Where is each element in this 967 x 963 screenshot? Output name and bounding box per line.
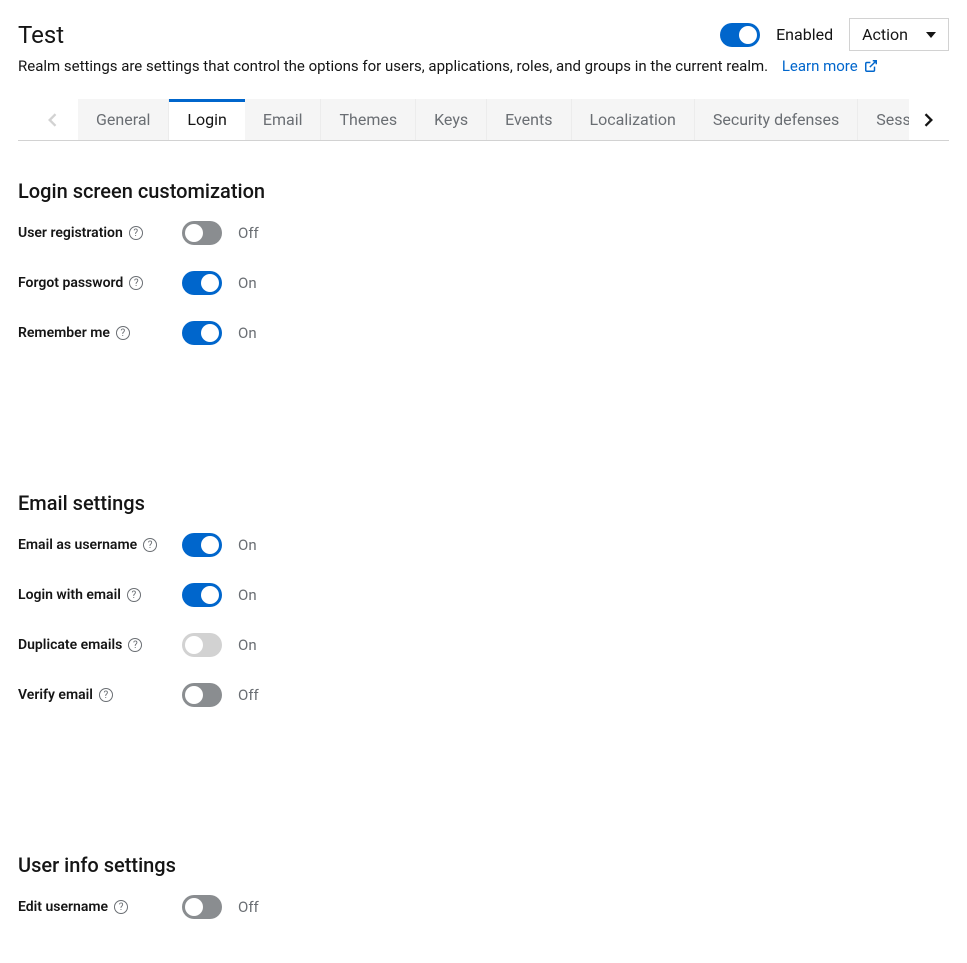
help-icon[interactable]: ? [129,226,143,240]
page-subtitle: Realm settings are settings that control… [18,57,768,75]
label-text: Verify email [18,687,93,703]
toggle-state-remember-me: On [238,324,257,342]
form-row-login-with-email: Login with email? On [18,583,949,607]
help-icon[interactable]: ? [129,276,143,290]
toggle-state-edit-username: Off [238,898,259,916]
tab-security-defenses[interactable]: Security defenses [695,99,858,140]
help-icon[interactable]: ? [128,638,142,652]
tab-themes[interactable]: Themes [321,99,416,140]
help-icon[interactable]: ? [114,900,128,914]
toggle-state-forgot-password: On [238,274,257,292]
toggle-state-login-with-email: On [238,586,257,604]
toggle-email-as-username[interactable] [182,533,222,557]
label-login-with-email: Login with email? [18,587,182,603]
toggle-user-registration[interactable] [182,221,222,245]
label-text: Email as username [18,537,137,553]
tab-events[interactable]: Events [487,99,571,140]
toggle-state-user-registration: Off [238,224,259,242]
label-remember-me: Remember me? [18,325,182,341]
toggle-edit-username[interactable] [182,895,222,919]
form-row-edit-username: Edit username? Off [18,895,949,919]
toggle-state-duplicate-emails: On [238,636,257,654]
tab-general[interactable]: General [78,99,169,140]
tabs-container: GeneralLoginEmailThemesKeysEventsLocaliz… [18,99,949,141]
toggle-verify-email[interactable] [182,683,222,707]
form-row-duplicate-emails: Duplicate emails? On [18,633,949,657]
external-link-icon [864,59,878,77]
label-text: Edit username [18,899,108,915]
label-text: Forgot password [18,275,123,291]
label-email-as-username: Email as username? [18,537,182,553]
form-row-user-registration: User registration? Off [18,221,949,245]
realm-enabled-toggle[interactable] [720,23,760,47]
section-title-email: Email settings [18,491,949,515]
label-text: User registration [18,225,123,241]
label-duplicate-emails: Duplicate emails? [18,637,182,653]
help-icon[interactable]: ? [143,538,157,552]
label-forgot-password: Forgot password? [18,275,182,291]
page-title: Test [18,21,64,49]
form-row-email-as-username: Email as username? On [18,533,949,557]
section-title-userinfo: User info settings [18,853,949,877]
toggle-forgot-password[interactable] [182,271,222,295]
form-row-verify-email: Verify email? Off [18,683,949,707]
action-dropdown-label: Action [862,25,908,44]
learn-more-link[interactable]: Learn more [782,57,879,75]
tab-localization[interactable]: Localization [572,99,695,140]
toggle-remember-me[interactable] [182,321,222,345]
help-icon[interactable]: ? [99,688,113,702]
toggle-duplicate-emails [182,633,222,657]
label-text: Duplicate emails [18,637,122,653]
learn-more-label: Learn more [782,57,858,75]
help-icon[interactable]: ? [127,588,141,602]
caret-down-icon [926,32,936,38]
form-row-forgot-password: Forgot password? On [18,271,949,295]
label-edit-username: Edit username? [18,899,182,915]
realm-enabled-label: Enabled [776,25,833,44]
tab-keys[interactable]: Keys [416,99,487,140]
label-text: Remember me [18,325,110,341]
toggle-state-verify-email: Off [238,686,259,704]
tab-login[interactable]: Login [169,99,244,140]
form-row-remember-me: Remember me? On [18,321,949,345]
section-title-login: Login screen customization [18,179,949,203]
label-verify-email: Verify email? [18,687,182,703]
toggle-login-with-email[interactable] [182,583,222,607]
tabs-scroll-left[interactable] [32,99,72,140]
help-icon[interactable]: ? [116,326,130,340]
label-text: Login with email [18,587,121,603]
toggle-state-email-as-username: On [238,536,257,554]
label-user-registration: User registration? [18,225,182,241]
tab-email[interactable]: Email [245,99,322,140]
tabs-scroll-right[interactable] [909,99,949,140]
action-dropdown[interactable]: Action [849,18,949,51]
